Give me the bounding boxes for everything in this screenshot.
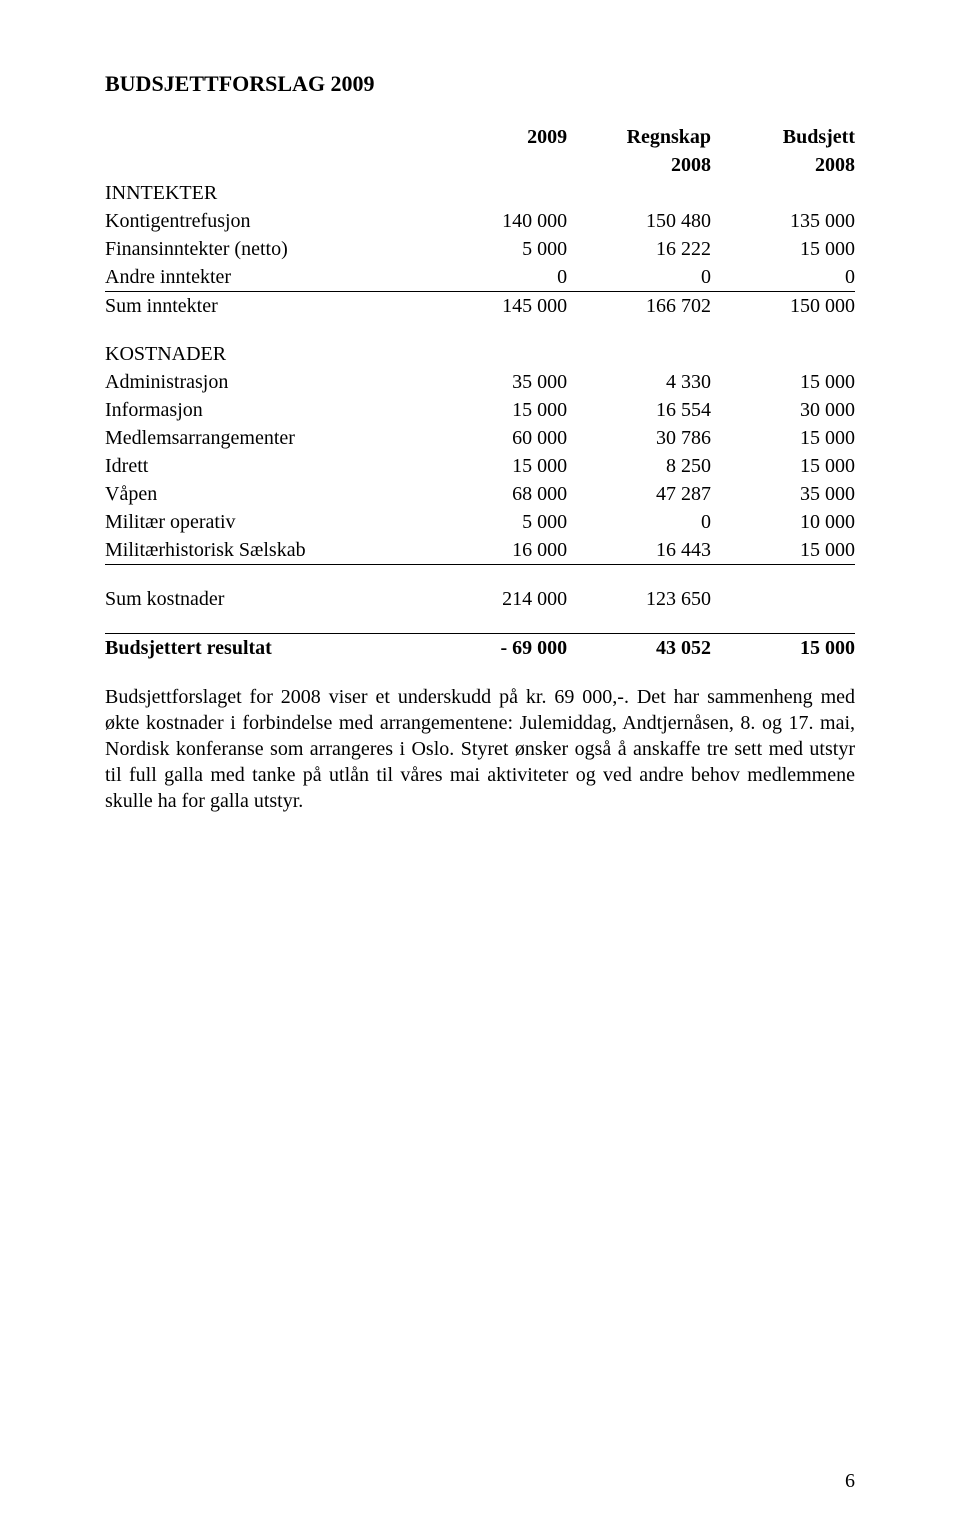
page-number: 6: [845, 1468, 855, 1494]
section-kostnader: KOSTNADER: [105, 340, 423, 368]
table-row: Informasjon 15 000 16 554 30 000: [105, 396, 855, 424]
table-row-sum: Sum kostnader 214 000 123 650: [105, 585, 855, 613]
col-subheader-2008a: 2008: [567, 151, 711, 179]
page-title: BUDSJETTFORSLAG 2009: [105, 70, 855, 99]
table-row: Idrett 15 000 8 250 15 000: [105, 452, 855, 480]
col-subheader-2008b: 2008: [711, 151, 855, 179]
table-row: Militærhistorisk Sælskab 16 000 16 443 1…: [105, 536, 855, 565]
section-inntekter: INNTEKTER: [105, 179, 423, 207]
table-row-sum: Sum inntekter 145 000 166 702 150 000: [105, 291, 855, 320]
budget-table: 2009 Regnskap Budsjett 2008 2008 INNTEKT…: [105, 123, 855, 662]
table-row: Medlemsarrangementer 60 000 30 786 15 00…: [105, 424, 855, 452]
table-row: Andre inntekter 0 0 0: [105, 263, 855, 292]
table-row: Våpen 68 000 47 287 35 000: [105, 480, 855, 508]
explanatory-paragraph: Budsjettforslaget for 2008 viser et unde…: [105, 684, 855, 814]
table-row: Kontigentrefusjon 140 000 150 480 135 00…: [105, 207, 855, 235]
col-header-regnskap: Regnskap: [567, 123, 711, 151]
table-row: Administrasjon 35 000 4 330 15 000: [105, 368, 855, 396]
col-header-2009: 2009: [423, 123, 567, 151]
table-row: Finansinntekter (netto) 5 000 16 222 15 …: [105, 235, 855, 263]
table-row: Militær operativ 5 000 0 10 000: [105, 508, 855, 536]
col-header-budsjett: Budsjett: [711, 123, 855, 151]
table-row-result: Budsjettert resultat - 69 000 43 052 15 …: [105, 633, 855, 662]
